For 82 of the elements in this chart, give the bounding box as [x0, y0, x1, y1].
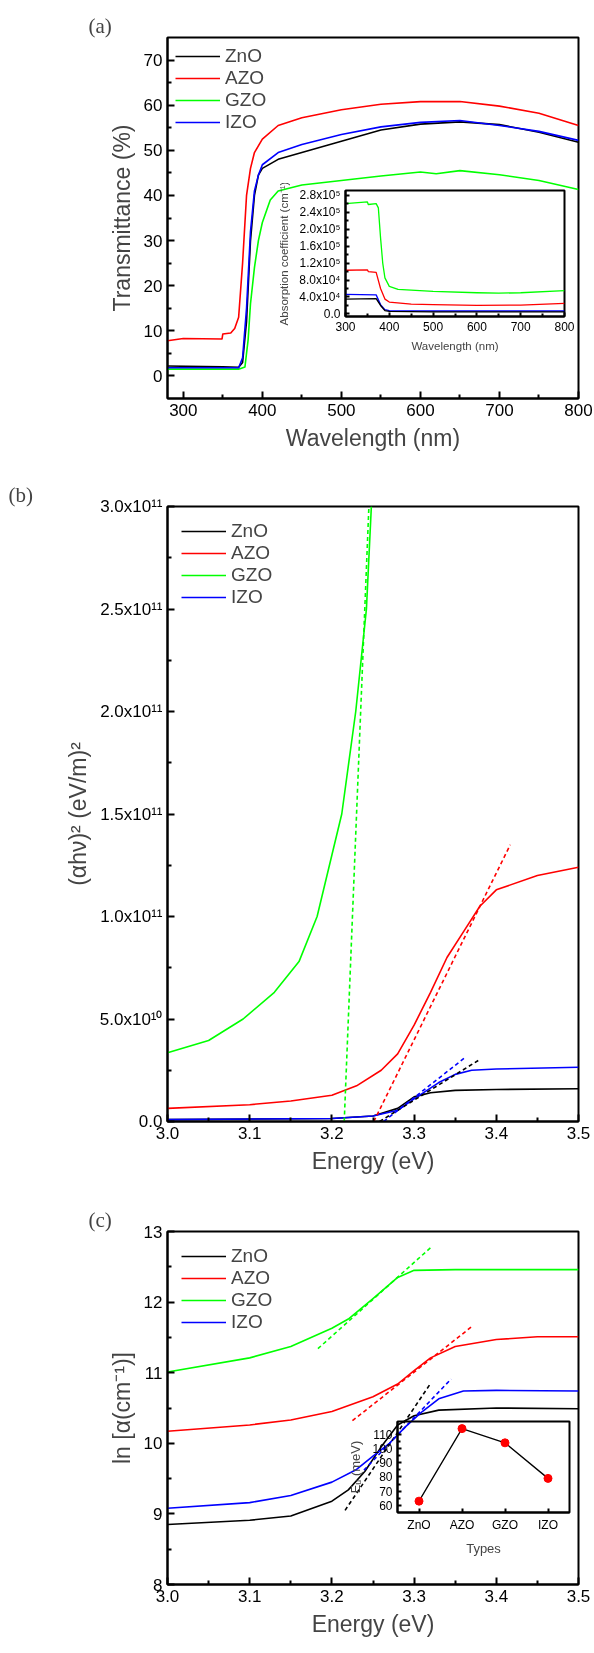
chart-title: (b) [8, 482, 33, 507]
legend-label: ZnO [231, 520, 268, 542]
x-tick-label: 3.1 [237, 1123, 262, 1143]
x-tick-label: 500 [423, 319, 444, 334]
legend-label: IZO [225, 111, 257, 133]
x-tick-label: 3.5 [566, 1123, 591, 1143]
y-tick-label: 60 [143, 96, 163, 116]
y-axis-title: ln [α(cm⁻¹)] [108, 1351, 135, 1464]
y-tick-label: 0.0 [323, 306, 341, 321]
legend-label: GZO [225, 89, 267, 111]
y-tick-label: 12 [143, 1293, 163, 1313]
legend-label: GZO [231, 564, 273, 586]
x-tick-label: 400 [379, 319, 400, 334]
x-tick-label: 3.4 [484, 1586, 509, 1606]
x-tick-label: 3.4 [484, 1123, 509, 1143]
x-tick-label: 3.3 [402, 1123, 426, 1143]
y-tick-label: 30 [143, 231, 163, 251]
x-tick-label: 300 [169, 400, 198, 420]
legend-label: ZnO [231, 1245, 268, 1267]
y-tick-label: 40 [143, 186, 163, 206]
y-tick-label: 60 [379, 1498, 393, 1513]
y-tick-label: 5.0x10¹⁰ [99, 1009, 163, 1029]
y-tick-label: 13 [143, 1222, 163, 1242]
x-tick-label: 400 [248, 400, 277, 420]
y-tick-label: 2.0x10⁵ [299, 222, 341, 237]
x-tick-label: 700 [510, 319, 532, 334]
x-tick-label: AZO [449, 1517, 475, 1532]
y-tick-label: 1.2x10⁵ [299, 256, 341, 271]
chart-title: (c) [88, 1207, 112, 1232]
y-axis-title: Transmittance (%) [108, 124, 135, 312]
legend-label: GZO [231, 1289, 273, 1311]
y-tick-label: 0 [153, 366, 163, 386]
legend-label: IZO [231, 586, 263, 608]
y-tick-label: 80 [379, 1470, 393, 1485]
legend-label: AZO [231, 542, 271, 564]
x-axis-title: Types [466, 1540, 502, 1556]
y-tick-label: 8.0x10⁴ [299, 273, 341, 288]
y-tick-label: 1.5x10¹¹ [100, 804, 163, 824]
x-tick-label: 3.2 [320, 1586, 344, 1606]
legend-label: IZO [231, 1311, 263, 1333]
y-axis-title: Eᵤ (meV) [348, 1440, 364, 1494]
y-tick-label: 1.0x10¹¹ [100, 907, 163, 926]
x-tick-label: 700 [485, 400, 514, 420]
y-tick-label: 10 [143, 321, 163, 341]
y-tick-label: 9 [153, 1504, 163, 1524]
x-tick-label: 800 [564, 400, 593, 420]
y-tick-label: 4.0x10⁴ [299, 289, 341, 304]
y-tick-label: 70 [143, 51, 163, 71]
y-axis-title: Absorption coefficient (cm⁻¹) [278, 181, 291, 326]
x-tick-label: 600 [406, 400, 435, 420]
x-tick-label: 3.2 [320, 1123, 344, 1143]
x-tick-label: ZnO [407, 1517, 431, 1532]
y-tick-label: 3.0x10¹¹ [100, 497, 163, 516]
y-tick-label: 90 [379, 1456, 393, 1471]
x-tick-label: 3.3 [402, 1586, 426, 1606]
legend-label: ZnO [225, 45, 262, 67]
y-tick-label: 70 [379, 1484, 393, 1499]
y-tick-label: 2.5x10¹¹ [100, 599, 163, 619]
x-tick-label: 500 [327, 400, 356, 420]
y-tick-label: 2.8x10⁵ [299, 188, 341, 203]
y-tick-label: 1.6x10⁵ [299, 239, 341, 254]
y-tick-label: 50 [143, 141, 163, 161]
y-tick-label: 2.4x10⁵ [299, 205, 341, 220]
y-tick-label: 2.0x10¹¹ [100, 702, 163, 721]
x-tick-label: 3.5 [566, 1586, 591, 1606]
x-tick-label: 300 [335, 319, 356, 334]
x-tick-label: 3.1 [237, 1586, 262, 1606]
x-axis-title: Energy (eV) [311, 1147, 435, 1174]
x-tick-label: GZO [492, 1517, 518, 1532]
x-tick-label: IZO [538, 1517, 558, 1532]
legend-label: AZO [225, 67, 265, 89]
y-tick-label: 11 [144, 1363, 163, 1383]
x-tick-label: 600 [466, 319, 488, 334]
x-axis-title: Wavelength (nm) [411, 339, 499, 352]
x-axis-title: Wavelength (nm) [285, 424, 461, 451]
y-tick-label: 10 [143, 1434, 163, 1454]
legend-label: AZO [231, 1267, 271, 1289]
y-axis-title: (αhν)² (eV/m)² [64, 741, 91, 886]
x-tick-label: 800 [554, 319, 575, 334]
y-tick-label: 20 [143, 276, 163, 296]
x-axis-title: Energy (eV) [311, 1610, 435, 1637]
chart-title: (a) [88, 13, 112, 38]
